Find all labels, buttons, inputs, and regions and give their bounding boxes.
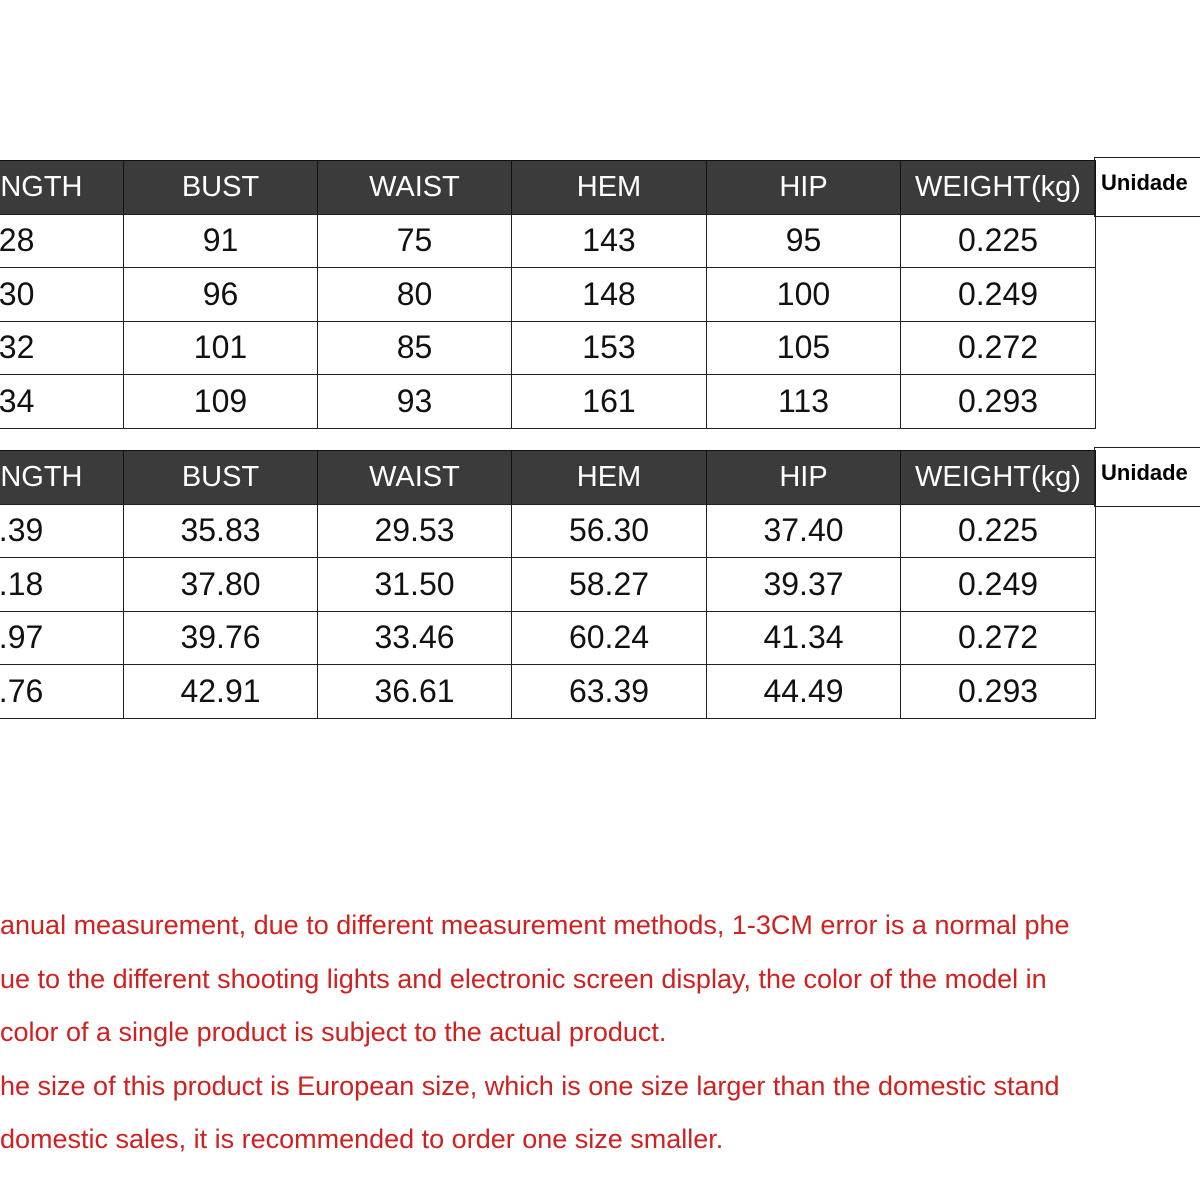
table-cell: 0.293 [900,374,1096,429]
header-cell: HIP [706,450,901,505]
unit-label: Unidade [1094,447,1200,507]
table-cell: 41.34 [706,610,901,665]
table-cell: 37.40 [706,503,901,558]
table-cell: 1.97 [0,610,124,665]
table-cell: 161 [511,374,707,429]
table-cell: 148 [511,267,707,322]
table-cell: 1.18 [0,557,124,612]
note-line: anual measurement, due to different meas… [0,910,1070,940]
table-cell: 85 [317,320,512,375]
header-cell: WAIST [317,160,512,215]
unit-label: Unidade [1094,157,1200,217]
header-cell: BUST [123,450,318,505]
table-cell: 29.53 [317,503,512,558]
table-cell: 39.76 [123,610,318,665]
table-cell: 37.80 [123,557,318,612]
table-cell: 101 [123,320,318,375]
table-cell: 0.39 [0,503,124,558]
table-cell: 80 [317,267,512,322]
table-cell: 132 [0,320,124,375]
table-cell: 91 [123,213,318,268]
table-cell: 0.225 [900,503,1096,558]
table-cell: 0.272 [900,320,1096,375]
table-cell: 36.61 [317,664,512,719]
header-cell: WEIGHT(kg) [900,160,1096,215]
table-cell: 63.39 [511,664,707,719]
header-cell: HEM [511,450,707,505]
header-cell: ENGTH [0,160,124,215]
table-cell: 60.24 [511,610,707,665]
table-cell: 143 [511,213,707,268]
note-line: color of a single product is subject to … [0,1017,667,1047]
table-cell: 0.225 [900,213,1096,268]
table-cell: 134 [0,374,124,429]
table-cell: 0.272 [900,610,1096,665]
table-cell: 113 [706,374,901,429]
note-line: ue to the different shooting lights and … [0,963,1047,994]
header-cell: WAIST [317,450,512,505]
table-cell: 35.83 [123,503,318,558]
table-cell: 0.249 [900,267,1096,322]
table-cell: 33.46 [317,610,512,665]
table-cell: 130 [0,267,124,322]
table-cell: 153 [511,320,707,375]
table-cell: 42.91 [123,664,318,719]
table-cell: 44.49 [706,664,901,719]
table-cell: 75 [317,213,512,268]
table-cell: 0.293 [900,664,1096,719]
table-cell: 109 [123,374,318,429]
table-cell: 31.50 [317,557,512,612]
table-cell: 93 [317,374,512,429]
table-cell: 128 [0,213,124,268]
table-cell: 58.27 [511,557,707,612]
note-line: he size of this product is European size… [0,1070,1060,1101]
table-cell: 0.249 [900,557,1096,612]
header-cell: HIP [706,160,901,215]
table-cell: 96 [123,267,318,322]
table-cell: 2.76 [0,664,124,719]
table-cell: 39.37 [706,557,901,612]
header-cell: ENGTH [0,450,124,505]
table-cell: 95 [706,213,901,268]
table-cell: 56.30 [511,503,707,558]
header-cell: HEM [511,160,707,215]
table-cell: 100 [706,267,901,322]
table-cell: 105 [706,320,901,375]
note-line: domestic sales, it is recommended to ord… [0,1124,724,1154]
header-cell: BUST [123,160,318,215]
header-cell: WEIGHT(kg) [900,450,1096,505]
